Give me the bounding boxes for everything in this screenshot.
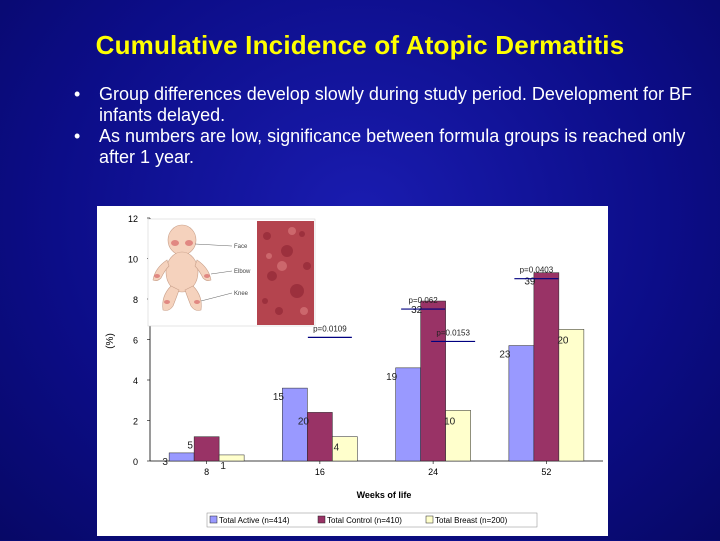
data-label: 20: [298, 416, 310, 427]
p-value-annotations: p=0.0109 p=0.062 p=0.0153 p=0.0403: [307, 266, 559, 343]
p-value-label: p=0.062: [409, 296, 439, 305]
bullet-dot: •: [74, 84, 81, 104]
p-value-label: p=0.0109: [313, 324, 347, 333]
data-label: 5: [187, 441, 193, 452]
x-tick-label: 24: [428, 467, 438, 477]
x-tick-label: 52: [541, 467, 551, 477]
bullet-item: • As numbers are low, significance betwee…: [72, 126, 692, 168]
y-tick-label: 4: [133, 376, 138, 386]
data-label: 23: [499, 350, 511, 361]
data-label: 19: [386, 372, 398, 383]
figure-pointer-lines: [194, 243, 233, 302]
x-tick-label: 16: [315, 467, 325, 477]
figure-label-elbow: Elbow: [234, 269, 251, 275]
data-label: 39: [524, 277, 536, 288]
y-tick-label: 10: [128, 255, 138, 265]
legend-frame: [206, 512, 538, 528]
data-label: 32: [411, 305, 423, 316]
bullet-text: Group differences develop slowly during …: [99, 84, 692, 125]
bar: [508, 345, 535, 462]
data-label: 10: [444, 416, 456, 427]
legend-swatch: [425, 515, 434, 524]
bar: [332, 436, 358, 462]
bar: [193, 436, 220, 462]
x-tick-label: 8: [204, 467, 209, 477]
bullet-dot: •: [74, 126, 81, 146]
bullet-list: • Group differences develop slowly during…: [72, 84, 692, 168]
bar: [533, 272, 560, 462]
bar: [445, 410, 471, 462]
y-tick-label: 2: [133, 417, 138, 427]
y-tick-label: 8: [133, 295, 138, 305]
data-label: 1: [220, 461, 226, 472]
baby-illustration: Face Elbow Knee: [147, 218, 316, 327]
slide-title: Cumulative Incidence of Atopic Dermatiti…: [95, 30, 625, 60]
legend-swatch: [317, 515, 326, 524]
chart-legend: Total Active (n=414) Total Control (n=410…: [206, 512, 538, 528]
bar: [218, 454, 245, 462]
legend-swatch: [209, 515, 218, 524]
y-tick-label: 0: [133, 457, 138, 467]
data-label: 20: [557, 335, 569, 346]
chart-panel: 0 2 4 6 8 10 12 8 16 24 52 3 5 1 15 20 4 19 32 10 23 39 20: [97, 206, 608, 536]
p-value-label: p=0.0153: [436, 328, 470, 337]
y-axis-label: (%): [105, 333, 116, 349]
legend-label: Total Breast (n=200): [435, 516, 508, 525]
figure-label-face: Face: [234, 244, 248, 250]
bullet-text: As numbers are low, significance between…: [99, 126, 686, 167]
bar: [282, 387, 308, 462]
chart-bars: [168, 272, 585, 462]
rash-marks: [154, 240, 210, 304]
bar: [168, 452, 195, 462]
figure-label-knee: Knee: [234, 291, 249, 297]
chart-data-labels: 3 5 1 15 20 4 19 32 10 23 39 20: [162, 277, 569, 472]
bar: [307, 412, 333, 462]
legend-label: Total Active (n=414): [219, 516, 290, 525]
bar: [395, 367, 421, 462]
x-axis-label: Weeks of life: [357, 490, 412, 500]
data-label: 4: [334, 443, 340, 454]
baby-figure: [152, 224, 212, 311]
legend-label: Total Control (n=410): [327, 516, 402, 525]
p-value-label: p=0.0403: [520, 266, 554, 275]
y-tick-label: 6: [133, 336, 138, 346]
bar: [558, 329, 585, 462]
data-label: 15: [273, 392, 285, 403]
rash-photo-texture: [262, 231, 311, 315]
data-label: 3: [162, 457, 168, 468]
y-tick-label: 12: [128, 214, 138, 224]
bullet-item: • Group differences develop slowly during…: [72, 84, 692, 126]
bar: [420, 300, 446, 462]
